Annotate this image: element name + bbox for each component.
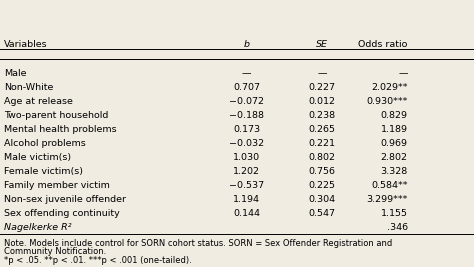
- Text: Age at release: Age at release: [4, 97, 73, 106]
- Text: —: —: [398, 69, 408, 78]
- Text: Family member victim: Family member victim: [4, 181, 109, 190]
- Text: Sex offending continuity: Sex offending continuity: [4, 209, 119, 218]
- Text: Nagelkerke R²: Nagelkerke R²: [4, 222, 71, 231]
- Text: 1.202: 1.202: [233, 167, 260, 176]
- Text: 0.707: 0.707: [233, 83, 260, 92]
- Text: 0.304: 0.304: [309, 195, 336, 204]
- Text: 0.969: 0.969: [381, 139, 408, 148]
- Text: 3.299***: 3.299***: [366, 195, 408, 204]
- Text: 0.221: 0.221: [309, 139, 336, 148]
- Text: Female victim(s): Female victim(s): [4, 167, 83, 176]
- Text: 0.802: 0.802: [309, 153, 336, 162]
- Text: 1.194: 1.194: [233, 195, 260, 204]
- Text: Variables: Variables: [4, 40, 47, 49]
- Text: Odds ratio: Odds ratio: [358, 40, 408, 49]
- Text: −0.188: −0.188: [229, 111, 264, 120]
- Text: −0.072: −0.072: [229, 97, 264, 106]
- Text: Non-sex juvenile offender: Non-sex juvenile offender: [4, 195, 126, 204]
- Text: 1.030: 1.030: [233, 153, 260, 162]
- Text: 0.238: 0.238: [309, 111, 336, 120]
- Text: —: —: [318, 69, 327, 78]
- Text: Non-White: Non-White: [4, 83, 53, 92]
- Text: 0.012: 0.012: [309, 97, 336, 106]
- Text: Community Notification.: Community Notification.: [4, 248, 106, 257]
- Text: Male: Male: [4, 69, 26, 78]
- Text: *p < .05. **p < .01. ***p < .001 (one-tailed).: *p < .05. **p < .01. ***p < .001 (one-ta…: [4, 256, 191, 265]
- Text: 1.155: 1.155: [381, 209, 408, 218]
- Text: 3.328: 3.328: [381, 167, 408, 176]
- Text: 0.144: 0.144: [233, 209, 260, 218]
- Text: Male victim(s): Male victim(s): [4, 153, 71, 162]
- Text: Note. Models include control for SORN cohort status. SORN = Sex Offender Registr: Note. Models include control for SORN co…: [4, 239, 392, 248]
- Text: 0.930***: 0.930***: [366, 97, 408, 106]
- Text: Alcohol problems: Alcohol problems: [4, 139, 85, 148]
- Text: 2.802: 2.802: [381, 153, 408, 162]
- Text: Two-parent household: Two-parent household: [4, 111, 108, 120]
- Text: −0.537: −0.537: [229, 181, 264, 190]
- Text: b: b: [244, 40, 249, 49]
- Text: 0.227: 0.227: [309, 83, 336, 92]
- Text: .346: .346: [386, 222, 408, 231]
- Text: 1.189: 1.189: [381, 125, 408, 134]
- Text: 0.829: 0.829: [381, 111, 408, 120]
- Text: 2.029**: 2.029**: [371, 83, 408, 92]
- Text: 0.547: 0.547: [309, 209, 336, 218]
- Text: 0.756: 0.756: [309, 167, 336, 176]
- Text: 0.584**: 0.584**: [371, 181, 408, 190]
- Text: Mental health problems: Mental health problems: [4, 125, 117, 134]
- Text: —: —: [242, 69, 251, 78]
- Text: −0.032: −0.032: [229, 139, 264, 148]
- Text: SE: SE: [316, 40, 328, 49]
- Text: 0.265: 0.265: [309, 125, 336, 134]
- Text: 0.173: 0.173: [233, 125, 260, 134]
- Text: 0.225: 0.225: [309, 181, 336, 190]
